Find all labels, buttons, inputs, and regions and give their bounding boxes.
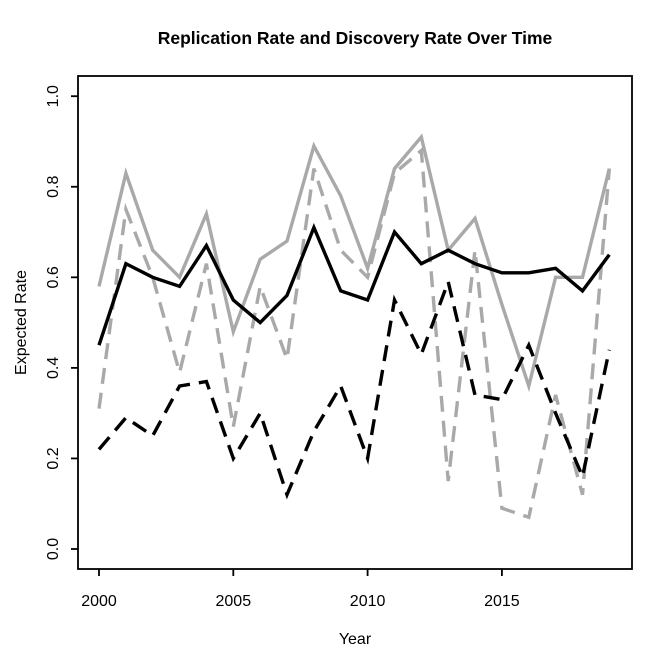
y-tick-label: 0.2 [45,447,62,469]
chart-title: Replication Rate and Discovery Rate Over… [158,28,553,48]
y-axis-label: Expected Rate [13,270,30,375]
axis-ticks: 2000 2005 2010 2015 0.0 0.2 0.4 0.6 0.8 1.0 [45,85,520,610]
y-tick-label: 0.4 [45,357,62,379]
y-tick-label: 0.8 [45,176,62,198]
x-tick-label: 2010 [350,593,386,610]
series-black-solid-line [97,223,611,346]
x-tick-label: 2000 [81,593,117,610]
y-tick-label: 0.6 [45,266,62,288]
series-gray-solid-line [97,133,611,393]
series-lines [97,133,611,520]
y-tick-label: 0.0 [45,538,62,560]
series-gray-dashed-line [97,147,611,520]
series-black-dashed-line [97,275,611,500]
plot-box [77,75,633,570]
x-tick-label: 2015 [484,593,520,610]
x-axis-label: Year [339,631,372,648]
x-tick-label: 2005 [216,593,252,610]
y-tick-label: 1.0 [45,85,62,107]
